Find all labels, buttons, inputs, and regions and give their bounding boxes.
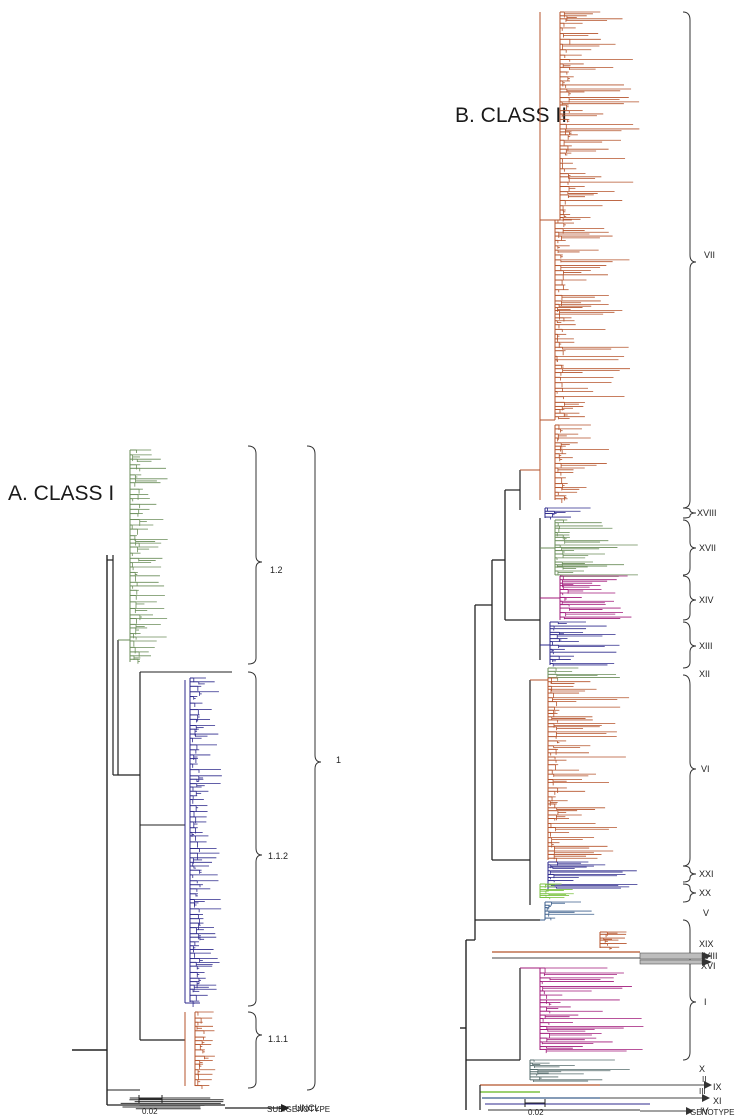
bracket-1-1-1 — [247, 1011, 263, 1089]
panel-b-arrows — [600, 952, 712, 1115]
bracket-xx — [682, 883, 697, 903]
label-xii: XII — [699, 669, 710, 679]
clade-1-1-2 — [189, 677, 222, 1008]
label-1-1-1: 1.1.1 — [268, 1034, 288, 1044]
label-iii: III — [699, 1087, 706, 1096]
bracket-vi — [682, 674, 697, 867]
label-xiv: XIV — [699, 595, 714, 605]
panel-a-scale-bar — [138, 1095, 163, 1103]
label-vii: VII — [704, 250, 715, 260]
clade-vi — [547, 677, 630, 862]
panel-a-scale-label: 0.02 — [142, 1107, 158, 1116]
label-xviii: XVIII — [697, 508, 717, 518]
label-1-1-2: 1.1.2 — [268, 851, 288, 861]
uncl-arrow — [225, 1104, 290, 1112]
label-iv: IV — [700, 1106, 709, 1116]
bracket-xiii — [682, 621, 697, 669]
label-xi: XI — [713, 1096, 722, 1106]
label-ii: II — [702, 1075, 706, 1084]
label-xiii: XIII — [699, 641, 713, 651]
bracket-1 — [306, 445, 322, 1091]
panel-b-scale-label: 0.02 — [528, 1108, 544, 1117]
clade-x — [529, 1059, 630, 1083]
label-i: I — [704, 997, 707, 1007]
bracket-xviii — [682, 507, 697, 519]
clade-xix — [599, 931, 627, 950]
clade-xxi — [547, 861, 638, 890]
label-ix: IX — [713, 1082, 722, 1092]
panel-a-brackets — [247, 445, 322, 1091]
label-xx: XX — [699, 888, 711, 898]
bracket-xiv — [682, 575, 697, 621]
label-1: 1 — [336, 755, 341, 765]
clade-vii-low — [554, 424, 609, 504]
bracket-1-1-2 — [247, 671, 263, 1007]
clade-xii — [547, 667, 620, 681]
panel-a-footer: SUB/GENOTYPE — [267, 1105, 330, 1114]
panel-b-title: B. CLASS II — [455, 104, 567, 127]
label-x: X — [699, 1064, 705, 1074]
label-xxi: XXI — [699, 869, 714, 879]
label-vi: VI — [701, 764, 710, 774]
clade-xiv — [559, 575, 632, 620]
clade-xviii — [544, 507, 591, 520]
uncl-label: UNCL — [295, 1103, 320, 1113]
label-v: V — [703, 908, 709, 918]
panel-b-scale-bar — [524, 1099, 546, 1107]
label-xix: XIX — [699, 939, 714, 949]
label-xvii: XVII — [699, 543, 716, 553]
panel-b-genotype-labels: VII XVIII XVII XIV XIII XII VI XXI XX V … — [697, 250, 722, 1116]
clade-1-2 — [129, 449, 168, 664]
clade-vii-mid — [554, 219, 630, 420]
panel-a-tree — [72, 449, 232, 1110]
panel-b-tree — [460, 11, 650, 1111]
clade-uncl — [120, 1097, 224, 1110]
bracket-xvii — [682, 519, 697, 576]
clade-v — [544, 901, 595, 921]
clade-xiii — [549, 621, 620, 667]
clade-vii-top — [559, 11, 640, 222]
label-xvi: XVI — [701, 961, 716, 971]
clade-i — [539, 967, 644, 1054]
panel-b-footer: GENOTYPE — [690, 1108, 734, 1117]
panel-a-title: A. CLASS I — [8, 482, 114, 505]
clade-xvii — [554, 519, 638, 577]
clade-xx — [539, 883, 574, 900]
bracket-xxi — [682, 865, 697, 883]
bracket-i — [682, 919, 697, 1061]
bracket-1-2 — [247, 445, 263, 665]
clade-1-1-1 — [194, 1011, 216, 1089]
panel-b-brackets — [682, 11, 697, 1061]
bracket-vii — [682, 11, 697, 509]
label-1-2: 1.2 — [270, 565, 283, 575]
